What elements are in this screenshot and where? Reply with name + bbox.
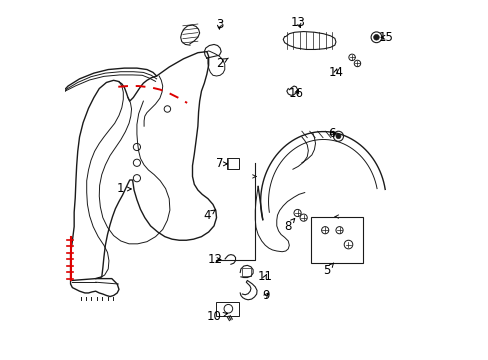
Text: 11: 11	[257, 270, 272, 283]
Text: 14: 14	[328, 66, 343, 79]
Bar	[227, 158, 238, 169]
Circle shape	[373, 35, 379, 40]
Text: 16: 16	[288, 87, 304, 100]
Text: 15: 15	[378, 31, 393, 44]
Text: 4: 4	[203, 210, 215, 222]
Text: 7: 7	[215, 157, 227, 170]
Text: 12: 12	[207, 253, 222, 266]
Text: 10: 10	[206, 310, 227, 323]
Bar	[310, 217, 362, 263]
Text: 2: 2	[215, 57, 228, 70]
Text: 5: 5	[323, 263, 333, 277]
Bar	[215, 302, 239, 316]
Text: 9: 9	[262, 289, 269, 302]
Text: 13: 13	[290, 16, 305, 29]
Text: 6: 6	[328, 127, 335, 140]
Text: 8: 8	[283, 219, 294, 233]
Text: 1: 1	[117, 183, 131, 195]
Bar	[242, 267, 250, 276]
Circle shape	[335, 134, 340, 139]
Text: 3: 3	[215, 18, 223, 31]
